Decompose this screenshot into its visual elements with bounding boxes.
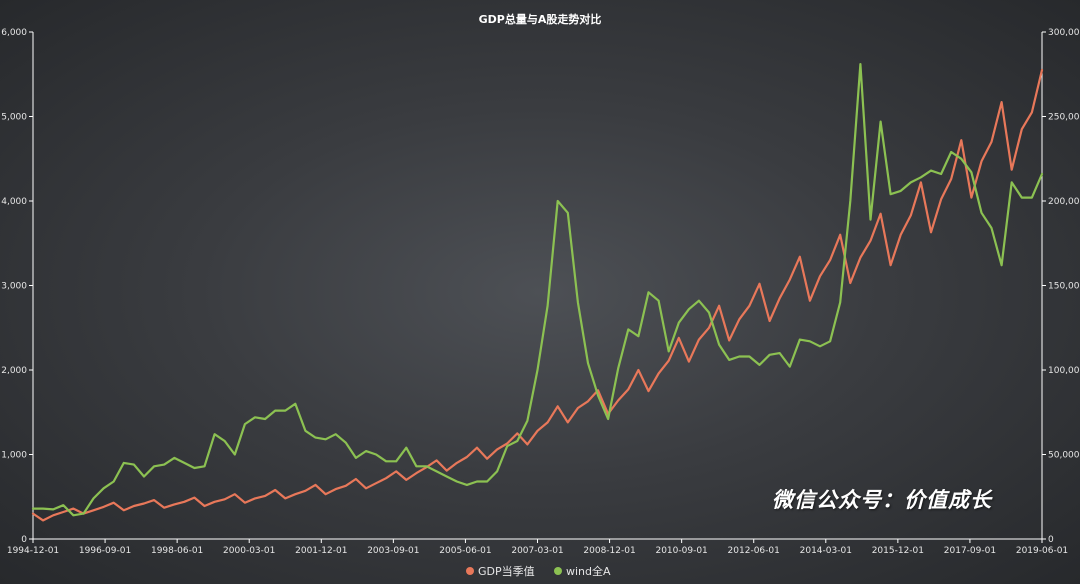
left-tick-label: 4,000	[1, 197, 27, 207]
x-tick-label: 2007-03-01	[511, 546, 563, 556]
right-tick-label: 200,000	[1048, 197, 1080, 207]
x-tick-label: 2000-03-01	[223, 546, 275, 556]
series-layer	[31, 62, 1044, 522]
left-tick-label: 3,000	[1, 282, 27, 292]
x-tick-label: 1998-06-01	[151, 546, 203, 556]
x-tick-label: 2014-03-01	[800, 546, 852, 556]
left-tick-label: 2,000	[1, 366, 27, 376]
x-tick-label: 2003-09-01	[367, 546, 419, 556]
x-tick-label: 2005-06-01	[439, 546, 491, 556]
right-tick-label: 150,000	[1048, 282, 1080, 292]
x-tick-label: 2012-06-01	[728, 546, 780, 556]
x-tick-label: 2008-12-01	[583, 546, 635, 556]
x-tick-label: 2010-09-01	[655, 546, 707, 556]
left-tick-label: 0	[21, 535, 27, 545]
x-tick-label: 1994-12-01	[7, 546, 59, 556]
right-tick-label: 100,000	[1048, 366, 1080, 376]
watermark-text: 微信公众号：价值成长	[772, 488, 992, 512]
right-tick-label: 250,000	[1048, 113, 1080, 123]
axes: 0 1,000 2,000 3,000 4,000 5,000 6,000 0 50,000 10…	[1, 28, 1080, 556]
gdp-series-line	[31, 68, 1044, 522]
wind-series-line	[31, 62, 1044, 517]
right-tick-label: 300,000	[1048, 28, 1080, 38]
legend-label: GDP当季值	[478, 564, 535, 578]
left-tick-label: 5,000	[1, 113, 27, 123]
legend-label: wind全A	[566, 564, 611, 578]
x-tick-label: 2015-12-01	[872, 546, 924, 556]
legend-item-wind[interactable]: wind全A	[554, 564, 611, 578]
chart-title: GDP总量与A股走势对比	[479, 12, 602, 26]
x-tick-label: 2001-12-01	[295, 546, 347, 556]
legend-marker	[554, 567, 562, 575]
x-tick-label: 2019-06-01	[1016, 546, 1068, 556]
left-tick-label: 1,000	[1, 451, 27, 461]
right-tick-label: 0	[1048, 535, 1054, 545]
x-tick-label: 2017-09-01	[944, 546, 996, 556]
x-tick-label: 1996-09-01	[79, 546, 131, 556]
right-tick-label: 50,000	[1048, 451, 1080, 461]
legend[interactable]: GDP当季值 wind全A	[466, 564, 611, 578]
legend-marker	[466, 567, 474, 575]
legend-item-gdp[interactable]: GDP当季值	[466, 564, 535, 578]
left-tick-label: 6,000	[1, 28, 27, 38]
